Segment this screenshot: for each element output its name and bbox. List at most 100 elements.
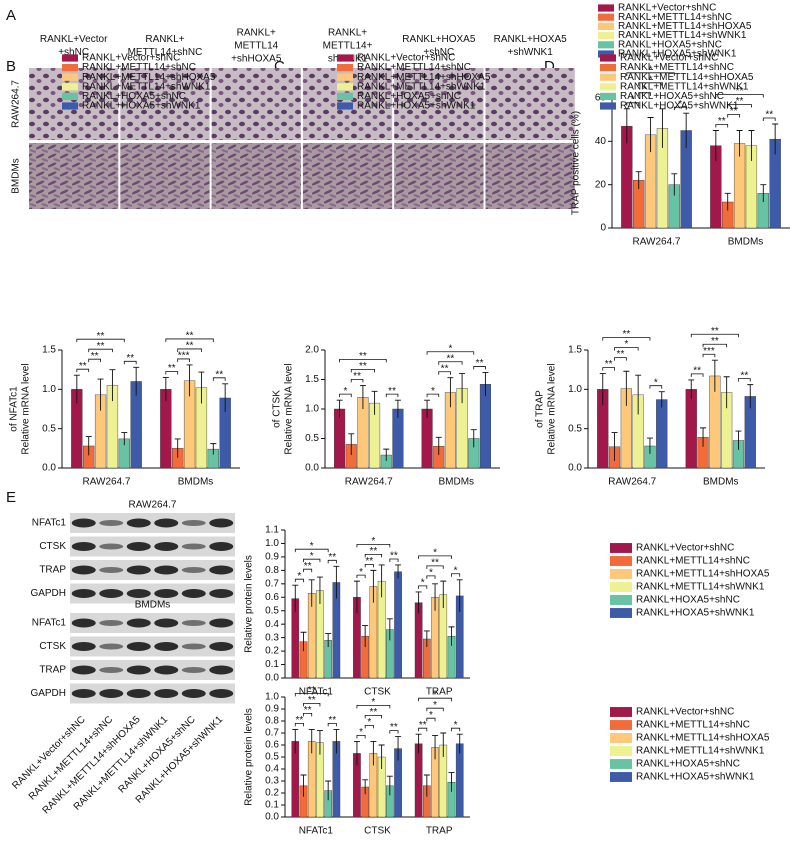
y-tick-label: 0.5	[305, 433, 319, 444]
y-tick-label: 0.0	[305, 463, 319, 474]
blot-band	[71, 565, 96, 575]
blot-band	[99, 667, 124, 673]
y-tick-label: 0.5	[265, 752, 279, 763]
error-bar	[748, 130, 755, 161]
blot-band	[154, 542, 179, 551]
legend-swatch	[610, 759, 632, 769]
blot-band	[181, 620, 206, 626]
x-tick-label: RAW264.7	[633, 237, 681, 248]
legend-swatch	[610, 556, 632, 566]
blot-band	[126, 589, 151, 598]
significance-bracket	[364, 553, 383, 558]
column-header: +shNC	[58, 47, 89, 58]
legend-swatch	[598, 41, 614, 49]
blot-band	[209, 589, 234, 598]
significance-label: **	[359, 351, 367, 362]
y-axis-label: Relative mRNA level	[21, 363, 32, 454]
significance-bracket	[451, 573, 461, 577]
significance-label: **	[79, 361, 87, 372]
blot-band	[154, 565, 179, 575]
y-tick-label: 0.6	[265, 740, 279, 751]
y-tick-label: 0.5	[265, 605, 279, 616]
y-axis-label: Relative mRNA level	[284, 363, 295, 454]
legend-label: RANKL+METTL14+shWNK1	[618, 30, 747, 41]
significance-label: **	[353, 371, 361, 382]
significance-bracket	[626, 102, 640, 106]
significance-bracket	[690, 333, 739, 338]
significance-bracket	[165, 338, 214, 342]
legend-swatch	[62, 54, 78, 62]
legend-label: RANKL+METTL14+shWNK1	[357, 81, 486, 92]
significance-bracket	[177, 358, 190, 362]
legend-label: RANKL+HOXA5+shNC	[636, 595, 740, 606]
blot-row-label: GAPDH	[30, 588, 66, 599]
legend-label: RANKL+METTL14+shHOXA5	[618, 21, 752, 32]
y-tick-label: 1.0	[265, 538, 279, 549]
column-header: +shWNK1	[508, 47, 554, 58]
significance-label: *	[297, 571, 301, 582]
micrograph	[120, 143, 210, 209]
significance-bracket	[451, 727, 461, 732]
y-tick-label: 0.0	[42, 463, 56, 474]
significance-bracket	[303, 568, 313, 573]
error-bar	[772, 123, 779, 155]
blot-band	[154, 518, 179, 528]
y-tick-label: 20	[595, 179, 607, 190]
significance-bracket	[727, 104, 752, 108]
legend-swatch	[598, 32, 614, 40]
significance-label: ***	[178, 351, 190, 362]
error-bar	[316, 576, 323, 604]
micrograph	[29, 143, 119, 209]
significance-label: *	[433, 690, 437, 701]
significance-label: **	[308, 685, 316, 696]
error-bar	[386, 618, 393, 641]
error-bar	[395, 564, 402, 579]
error-bar	[362, 779, 369, 795]
y-tick-label: 0.6	[265, 592, 279, 603]
blot-strip	[70, 583, 235, 604]
error-bar	[371, 390, 378, 415]
blot-band	[154, 689, 179, 698]
legend-label: RANKL+HOXA5+shWNK1	[618, 49, 737, 60]
significance-label: *	[431, 386, 435, 397]
error-bar	[325, 780, 332, 801]
significance-bracket	[303, 558, 321, 563]
error-bar	[671, 173, 678, 196]
blot-band	[181, 589, 206, 598]
legend-label: RANKL+METTL14+shNC	[357, 62, 471, 73]
error-bar	[73, 374, 80, 404]
significance-label: *	[454, 720, 458, 731]
significance-bracket	[327, 559, 337, 564]
blot-band	[126, 642, 151, 651]
y-tick-label: 1.5	[305, 374, 319, 385]
legend-swatch	[337, 92, 353, 100]
significance-label: **	[476, 358, 484, 369]
legend-label: RANKL+HOXA5+shWNK1	[82, 101, 201, 112]
significance-bracket	[690, 373, 704, 377]
legend-label: RANKL+Vector+shNC	[620, 53, 718, 64]
error-bar	[482, 371, 489, 397]
legend-label: RANKL+METTL14+shWNK1	[636, 582, 765, 593]
blot-strip	[70, 636, 235, 657]
error-bar	[186, 364, 193, 397]
blot-title: RAW264.7	[129, 500, 177, 511]
legend-swatch	[598, 13, 614, 21]
error-bar	[378, 744, 385, 769]
significance-label: **	[419, 720, 427, 731]
column-header: METTL14+	[323, 41, 373, 52]
column-header: RANKL+	[237, 28, 276, 39]
significance-bracket	[438, 371, 451, 375]
error-bar	[423, 630, 430, 648]
blot-band	[71, 518, 96, 528]
significance-bracket	[165, 371, 179, 375]
blot-band	[209, 642, 234, 651]
micrograph	[211, 143, 301, 209]
blot-band	[126, 518, 151, 528]
significance-bracket	[385, 393, 399, 398]
error-bar	[353, 580, 360, 614]
x-tick-label: RAW264.7	[83, 477, 131, 488]
error-bar	[174, 438, 181, 458]
bar	[656, 399, 668, 469]
significance-bracket	[350, 379, 364, 383]
y-axis-label: Relative protein levels	[244, 708, 255, 806]
